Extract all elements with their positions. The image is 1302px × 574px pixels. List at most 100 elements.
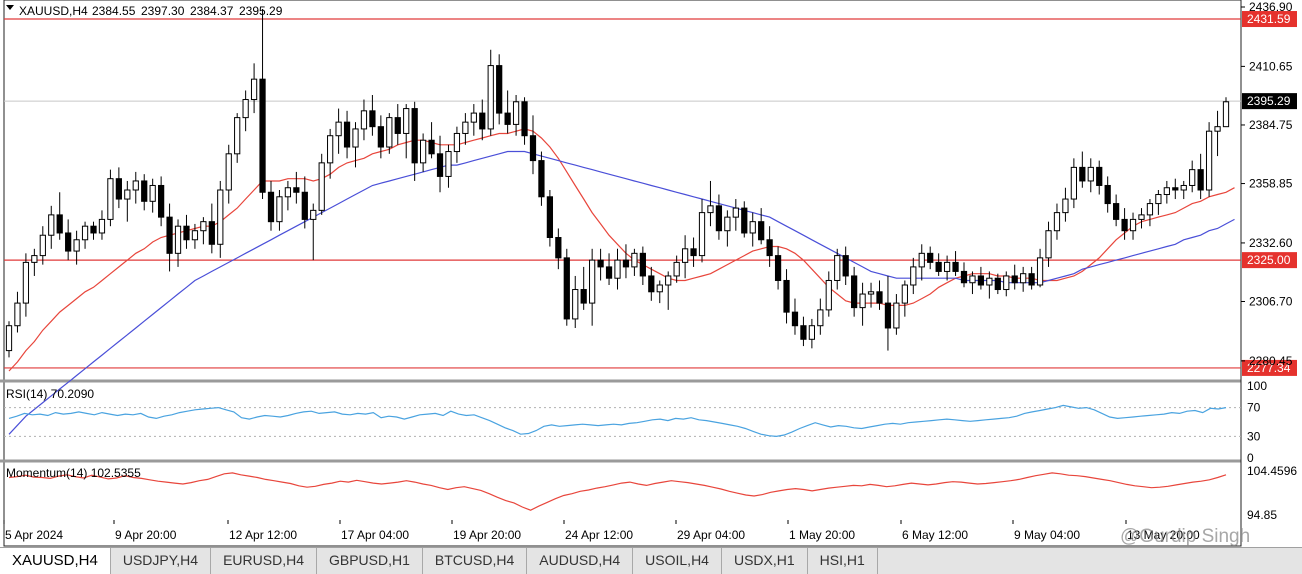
chart-area[interactable]: 2431.59 2325.00 2277.34 2395.29 2436.90 2410… <box>0 0 1302 547</box>
moving-averages <box>8 128 1235 435</box>
symbol-tab-eurusd-h4[interactable]: EURUSD,H4 <box>211 548 317 574</box>
bullish-candle <box>14 302 21 327</box>
bullish-candle <box>327 135 334 164</box>
bullish-candle <box>445 151 452 177</box>
bearish-candle <box>293 187 300 193</box>
bullish-candle <box>808 325 816 340</box>
bearish-candle <box>1121 218 1128 232</box>
bullish-candle <box>39 234 46 257</box>
symbol-tab-usdx-h1[interactable]: USDX,H1 <box>721 548 808 574</box>
bearish-candle <box>783 279 790 313</box>
time-tick-label: 9 May 04:00 <box>1014 528 1080 542</box>
bearish-candle <box>496 65 503 114</box>
time-tick-label: 5 Apr 2024 <box>5 528 63 542</box>
bullish-candle <box>656 284 663 293</box>
bullish-candle <box>470 112 477 123</box>
symbol-tab-gbpusd-h1[interactable]: GBPUSD,H1 <box>316 548 423 574</box>
time-tick-label: 29 Apr 04:00 <box>677 528 745 542</box>
moving-average-line <box>8 150 1235 435</box>
bearish-candle <box>183 225 190 241</box>
bullish-candle <box>250 78 258 101</box>
bearish-candle <box>1113 203 1120 220</box>
bearish-candle <box>555 237 562 259</box>
level-price-label: 2431.59 <box>1247 12 1291 26</box>
bullish-candle <box>825 279 832 311</box>
bullish-candle <box>918 252 925 268</box>
bullish-candle <box>631 252 638 268</box>
bearish-candle <box>622 259 630 268</box>
time-tick-label: 17 Apr 04:00 <box>341 528 409 542</box>
bearish-candle <box>394 117 401 134</box>
bearish-candle <box>301 191 308 220</box>
bullish-candle <box>969 275 976 284</box>
bullish-candle <box>234 117 241 155</box>
bullish-candle <box>1214 126 1221 132</box>
symbol-header: XAUUSD,H4 2384.55 2397.30 2384.37 2395.2… <box>6 4 283 18</box>
bullish-candle <box>698 212 706 257</box>
bearish-candle <box>791 311 799 327</box>
price-tick-label: 2358.85 <box>1249 177 1293 191</box>
bearish-candle <box>842 255 849 277</box>
bullish-candle <box>225 153 232 191</box>
rsi-tick-label: 70 <box>1247 401 1261 415</box>
symbol-tab-btcusd-h4[interactable]: BTCUSD,H4 <box>422 548 528 574</box>
bearish-candle <box>597 259 604 268</box>
bullish-candle <box>901 284 908 304</box>
bearish-candle <box>952 261 959 272</box>
bullish-candle <box>310 209 317 220</box>
bullish-candle <box>1020 273 1027 284</box>
bullish-candle <box>48 214 55 236</box>
header-symbol: XAUUSD,H4 <box>19 4 88 18</box>
bearish-candle <box>1079 166 1086 182</box>
chart-frame <box>3 0 1242 547</box>
time-tick-label: 19 Apr 20:00 <box>453 528 521 542</box>
header-close: 2395.29 <box>239 4 283 18</box>
bullish-candle <box>335 121 342 137</box>
bullish-candle <box>419 139 427 164</box>
symbol-tab-audusd-h4[interactable]: AUDUSD,H4 <box>527 548 634 574</box>
bullish-candle <box>1053 212 1061 232</box>
bearish-candle <box>774 255 782 281</box>
rsi-tick-label: 0 <box>1247 451 1254 465</box>
bullish-candle <box>132 180 139 191</box>
time-tick-label: 12 Apr 12:00 <box>229 528 297 542</box>
bearish-candle <box>1172 187 1179 191</box>
rsi-panel: 100 70 30 0 <box>4 379 1267 465</box>
bearish-candle <box>648 275 655 293</box>
bearish-candle <box>800 325 807 340</box>
bullish-candle <box>284 187 292 198</box>
price-tick-label: 2280.45 <box>1249 354 1293 368</box>
symbol-tab-xauusd-h4[interactable]: XAUUSD,H4 <box>0 548 111 574</box>
bullish-candle <box>352 128 359 148</box>
bearish-candle <box>1104 184 1111 205</box>
bearish-candle <box>529 135 537 162</box>
bearish-candle <box>1096 166 1103 186</box>
symbol-tab-usoil-h4[interactable]: USOIL,H4 <box>633 548 722 574</box>
bullish-candle <box>1205 130 1213 191</box>
bearish-candle <box>935 261 942 272</box>
bearish-candle <box>428 139 435 155</box>
bearish-candle <box>479 112 486 130</box>
symbol-tab-bar: XAUUSD,H4 USDJPY,H4 EURUSD,H4 GBPUSD,H1 BTCU… <box>0 547 1302 574</box>
bullish-candle <box>360 110 368 130</box>
rsi-tick-label: 30 <box>1247 429 1261 443</box>
momentum-panel: 104.4596 94.85 <box>8 464 1297 522</box>
bullish-candle <box>681 248 689 263</box>
bullish-candle <box>673 261 680 277</box>
header-low: 2384.37 <box>190 4 234 18</box>
bearish-candle <box>115 178 122 200</box>
bearish-candle <box>343 121 351 148</box>
bullish-candle <box>242 99 249 119</box>
current-price-label: 2395.29 <box>1247 94 1291 108</box>
collapse-triangle-icon[interactable] <box>6 5 14 10</box>
bearish-candle <box>927 252 934 263</box>
bullish-candle <box>707 205 714 214</box>
symbol-tab-usdjpy-h4[interactable]: USDJPY,H4 <box>110 548 212 574</box>
bullish-candle <box>73 239 80 252</box>
level-price-label: 2277.34 <box>1247 361 1291 375</box>
bullish-candle <box>22 261 30 304</box>
bearish-candle <box>141 180 148 202</box>
symbol-tab-hsi-h1[interactable]: HSI,H1 <box>807 548 878 574</box>
bullish-candle <box>1189 169 1196 186</box>
price-tick-label: 2384.75 <box>1249 118 1293 132</box>
